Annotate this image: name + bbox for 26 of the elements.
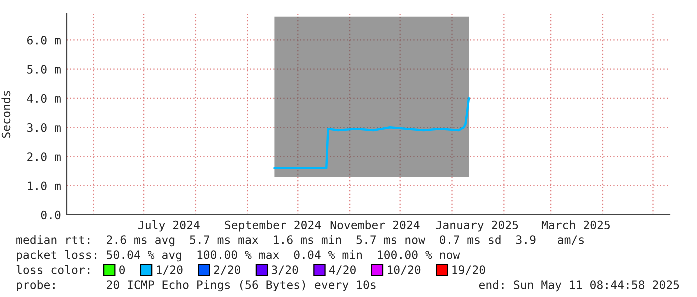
text: packet loss: 50.04 % avg 100.00 % max 0.04 % min 100.00 % now: [17, 250, 460, 262]
text: median rtt: 2.6 ms avg 5.7 ms max 1.6 ms min 5.7 ms now 0.7 ms sd 3.9 am/s: [16, 235, 584, 247]
y-tick-label: 4.0 m: [27, 94, 61, 104]
x-tick-label: March 2025: [542, 220, 610, 230]
y-tick-label: 0.0: [41, 210, 61, 220]
y-tick-label: 5.0 m: [28, 65, 61, 74]
legend-label: 19/20: [452, 266, 486, 276]
legend-title: loss color:: [16, 265, 90, 274]
x-tick-label: July 2024: [138, 220, 200, 232]
legend-label: 1/20: [157, 266, 183, 276]
text: probe: 20 ICMP Echo Pings (56 Bytes) every 10s: [17, 280, 376, 292]
legend-label: 4/20: [330, 266, 356, 276]
legend-label: 10/20: [388, 266, 421, 276]
legend-label: 2/20: [214, 266, 240, 276]
x-tick-label: November 2024: [330, 220, 420, 230]
text: end: Sun May 11 08:44:58 2025: [479, 280, 680, 292]
y-tick-label: 2.0 m: [28, 152, 61, 162]
y-tick-label: 3.0 m: [28, 123, 61, 132]
legend-label: 0: [120, 266, 126, 274]
legend-label: 3/20: [272, 266, 298, 276]
x-tick-label: January 2025: [436, 220, 518, 232]
y-axis-title: Seconds: [2, 91, 11, 138]
y-tick-label: 6.0 m: [27, 36, 61, 45]
y-tick-label: 1.0 m: [28, 182, 61, 190]
x-tick-label: September 2024: [225, 220, 322, 232]
line-series: [274, 97, 470, 170]
